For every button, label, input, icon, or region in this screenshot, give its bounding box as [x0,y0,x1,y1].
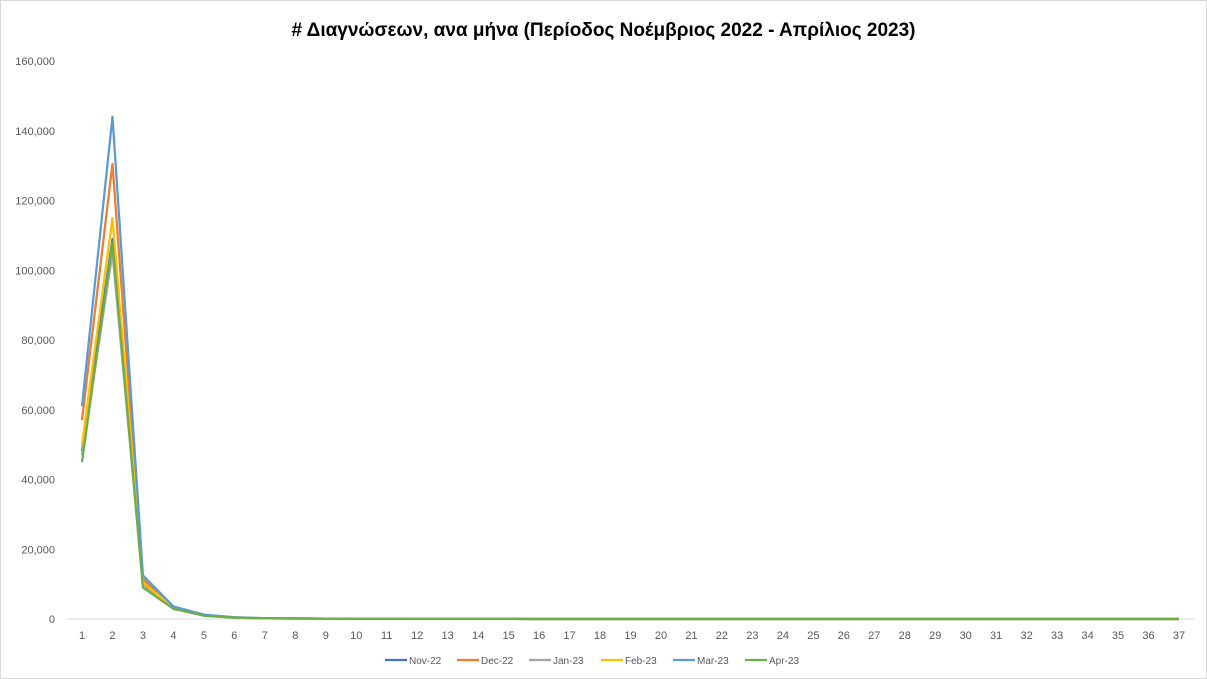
x-tick-label: 32 [1021,630,1033,642]
y-tick-label: 0 [49,614,55,626]
series-line-feb-23 [80,216,1179,621]
legend-label: Apr-23 [769,656,799,667]
x-tick-label: 4 [170,630,176,642]
x-tick-label: 33 [1051,630,1063,642]
x-tick-label: 23 [746,630,758,642]
x-tick-label: 17 [563,630,575,642]
x-tick-label: 19 [624,630,636,642]
y-tick-label: 80,000 [21,335,55,347]
legend-label: Jan-23 [553,656,584,667]
series-line-mar-23 [80,115,1179,621]
x-tick-label: 18 [594,630,606,642]
x-tick-label: 14 [472,630,484,642]
x-tick-label: 28 [899,630,911,642]
y-tick-label: 160,000 [15,56,55,68]
x-tick-label: 15 [502,630,514,642]
x-tick-label: 7 [262,630,268,642]
x-tick-label: 13 [442,630,454,642]
y-tick-label: 140,000 [15,126,55,138]
x-tick-label: 35 [1112,630,1124,642]
x-tick-label: 11 [381,630,392,642]
legend-label: Mar-23 [697,656,729,667]
x-tick-label: 27 [868,630,880,642]
x-tick-label: 34 [1081,630,1093,642]
series-line-jan-23 [80,251,1179,621]
legend-label: Nov-22 [409,656,442,667]
x-tick-label: 6 [231,630,237,642]
x-tick-label: 25 [807,630,819,642]
x-tick-label: 20 [655,630,667,642]
legend-label: Feb-23 [625,656,657,667]
x-tick-label: 5 [201,630,207,642]
y-tick-label: 20,000 [21,544,55,556]
x-tick-label: 36 [1142,630,1154,642]
series-line-nov-22 [80,237,1179,621]
series-line-apr-23 [80,241,1179,621]
x-tick-label: 30 [960,630,972,642]
x-tick-label: 21 [685,630,697,642]
x-tick-label: 2 [109,630,115,642]
y-tick-label: 100,000 [15,265,55,277]
legend-label: Dec-22 [481,656,514,667]
x-tick-label: 8 [292,630,298,642]
x-tick-label: 26 [838,630,850,642]
x-tick-label: 9 [323,630,329,642]
y-tick-label: 40,000 [21,475,55,487]
x-tick-label: 10 [350,630,362,642]
x-tick-label: 24 [777,630,789,642]
series-line-dec-22 [80,162,1179,621]
x-tick-label: 31 [990,630,1002,642]
x-tick-label: 37 [1173,630,1185,642]
chart-title: # Διαγνώσεων, ανα μήνα (Περίοδος Νοέμβρι… [291,20,916,41]
y-tick-label: 120,000 [15,196,55,208]
x-tick-label: 3 [140,630,146,642]
x-tick-label: 1 [79,630,85,642]
x-tick-label: 16 [533,630,545,642]
x-tick-label: 22 [716,630,728,642]
x-tick-label: 29 [929,630,941,642]
x-tick-label: 12 [411,630,423,642]
y-tick-label: 60,000 [21,405,55,417]
